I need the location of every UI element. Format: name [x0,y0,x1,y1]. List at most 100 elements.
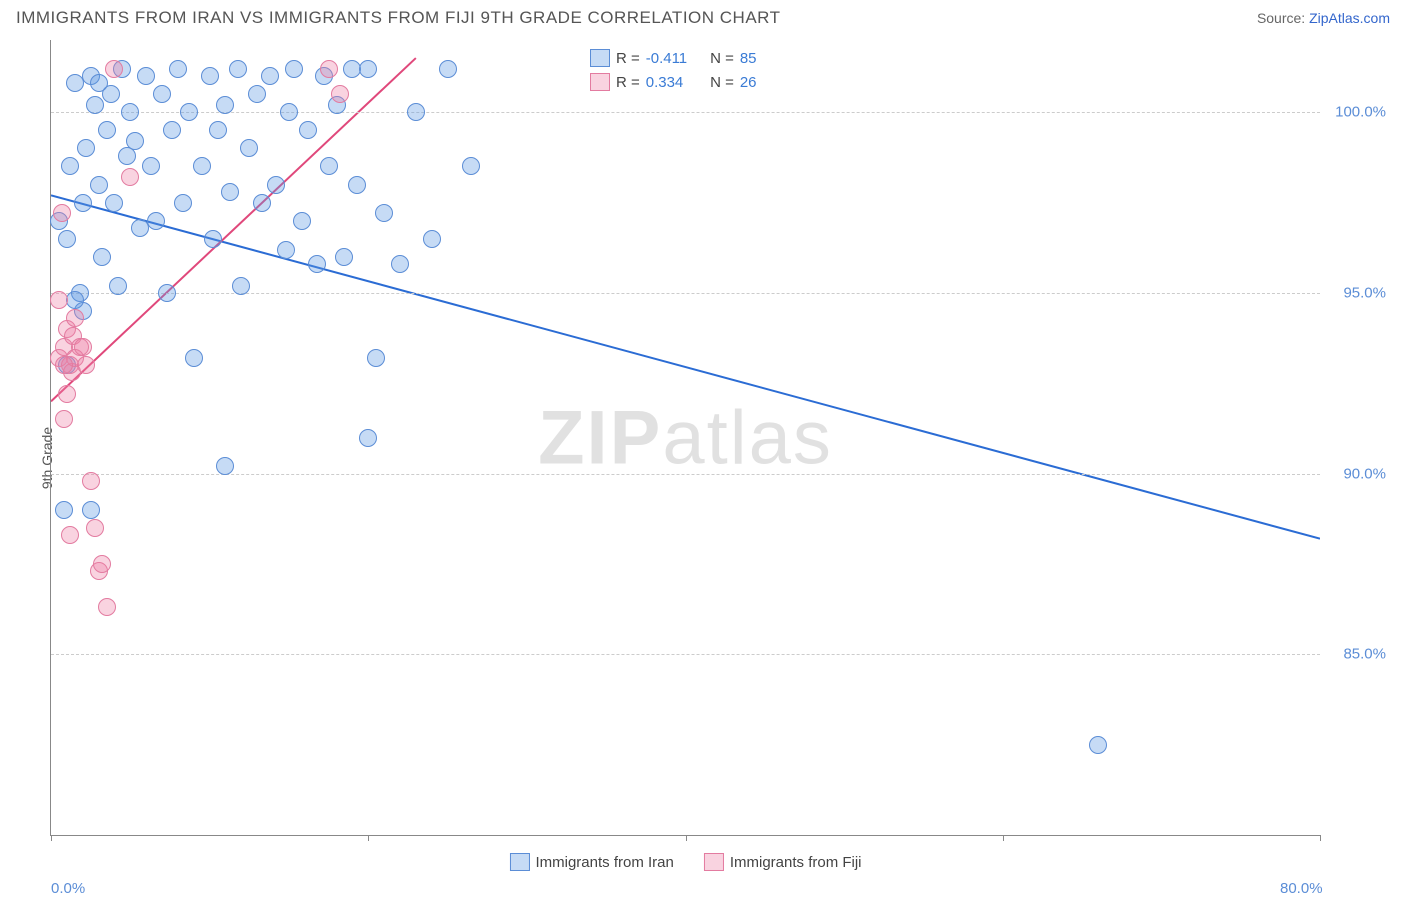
scatter-point [98,598,116,616]
regression-line [51,195,1320,538]
scatter-point [105,194,123,212]
scatter-point [185,349,203,367]
scatter-point [375,204,393,222]
x-tick [1003,835,1004,841]
scatter-point [82,501,100,519]
legend-label: Immigrants from Iran [535,854,673,871]
scatter-point [308,255,326,273]
regression-lines [51,40,1320,835]
r-label: R = [616,74,640,91]
legend-item: Immigrants from Fiji [704,853,862,871]
scatter-point [320,60,338,78]
scatter-point [105,60,123,78]
x-tick [686,835,687,841]
scatter-point [55,356,73,374]
x-tick [51,835,52,841]
scatter-point [267,176,285,194]
scatter-point [216,96,234,114]
x-tick-label: 80.0% [1280,880,1323,897]
scatter-point [331,85,349,103]
scatter-point [232,277,250,295]
scatter-point [359,60,377,78]
r-value: -0.411 [646,50,696,67]
regression-line [51,58,416,401]
scatter-point [335,248,353,266]
scatter-point [462,157,480,175]
scatter-point [320,157,338,175]
scatter-point [109,277,127,295]
scatter-point [423,230,441,248]
legend-swatch [704,853,724,871]
legend-item: Immigrants from Iran [509,853,673,871]
n-value: 26 [740,74,790,91]
scatter-point [58,230,76,248]
scatter-point [93,248,111,266]
scatter-point [77,139,95,157]
watermark-rest: atlas [662,395,833,480]
gridline [51,654,1320,655]
scatter-point [50,291,68,309]
source-attribution: Source: ZipAtlas.com [1257,10,1390,26]
scatter-point [209,121,227,139]
scatter-point [169,60,187,78]
y-tick-label: 90.0% [1343,465,1386,482]
scatter-point [55,501,73,519]
x-tick-label: 0.0% [51,880,85,897]
scatter-point [142,157,160,175]
stats-legend: R = -0.411 N = 85 R = 0.334 N = 26 [584,44,796,96]
scatter-point [204,230,222,248]
plot-area: ZIPatlas R =-0.411 N =85R =0.334 N =26 I… [50,40,1320,836]
scatter-point [61,157,79,175]
legend-swatch [590,49,610,67]
scatter-point [158,284,176,302]
scatter-point [280,103,298,121]
gridline [51,474,1320,475]
scatter-point [348,176,366,194]
scatter-point [1089,736,1107,754]
scatter-point [216,457,234,475]
scatter-point [74,194,92,212]
scatter-point [221,183,239,201]
watermark-bold: ZIP [538,395,662,480]
scatter-point [90,74,108,92]
scatter-point [367,349,385,367]
chart-title: IMMIGRANTS FROM IRAN VS IMMIGRANTS FROM … [16,8,781,28]
scatter-point [93,555,111,573]
scatter-point [86,96,104,114]
n-value: 85 [740,50,790,67]
scatter-point [240,139,258,157]
header: IMMIGRANTS FROM IRAN VS IMMIGRANTS FROM … [0,0,1406,32]
scatter-point [98,121,116,139]
scatter-point [285,60,303,78]
scatter-point [147,212,165,230]
scatter-point [163,121,181,139]
n-label: N = [702,74,734,91]
source-prefix: Source: [1257,10,1309,26]
scatter-point [53,204,71,222]
scatter-point [201,67,219,85]
y-tick-label: 95.0% [1343,284,1386,301]
n-label: N = [702,50,734,67]
scatter-point [90,176,108,194]
scatter-point [74,338,92,356]
scatter-point [299,121,317,139]
scatter-point [121,168,139,186]
chart-container: 9th Grade ZIPatlas R =-0.411 N =85R =0.3… [20,40,1390,876]
scatter-point [61,526,79,544]
scatter-point [261,67,279,85]
scatter-point [86,519,104,537]
legend-swatch [590,73,610,91]
scatter-point [253,194,271,212]
scatter-point [391,255,409,273]
scatter-point [77,356,95,374]
stats-legend-row: R = 0.334 N = 26 [590,70,790,94]
source-link[interactable]: ZipAtlas.com [1309,10,1390,26]
scatter-point [359,429,377,447]
scatter-point [121,103,139,121]
r-value: 0.334 [646,74,696,91]
scatter-point [248,85,266,103]
y-tick-label: 85.0% [1343,646,1386,663]
gridline [51,112,1320,113]
x-tick [1320,835,1321,841]
y-tick-label: 100.0% [1335,104,1386,121]
